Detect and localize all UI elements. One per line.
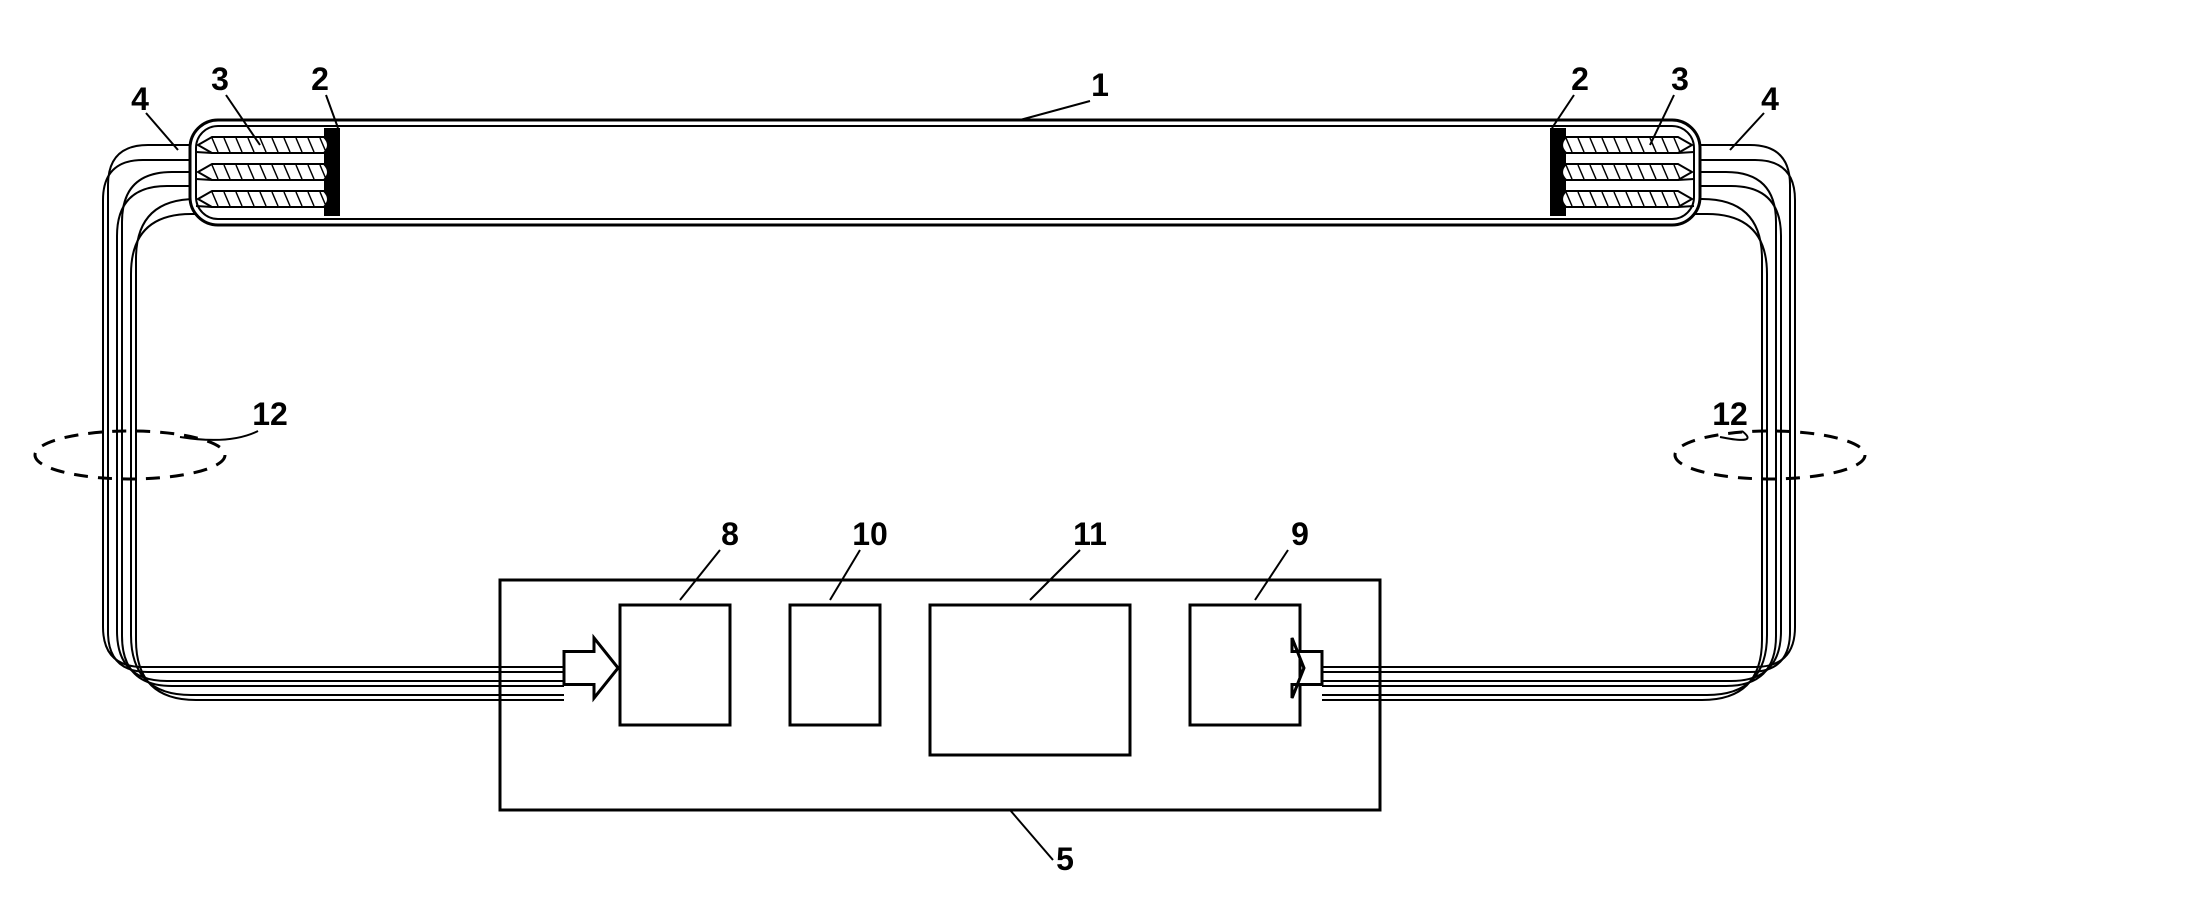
technical-diagram: 122334458101191212 <box>0 0 2207 904</box>
svg-text:5: 5 <box>1056 841 1074 877</box>
svg-text:10: 10 <box>852 516 888 552</box>
svg-text:12: 12 <box>252 396 288 432</box>
svg-text:3: 3 <box>1671 61 1689 97</box>
svg-text:4: 4 <box>1761 81 1779 117</box>
svg-text:12: 12 <box>1712 396 1748 432</box>
svg-text:8: 8 <box>721 516 739 552</box>
svg-text:3: 3 <box>211 61 229 97</box>
svg-text:1: 1 <box>1091 67 1109 103</box>
svg-text:9: 9 <box>1291 516 1309 552</box>
svg-text:4: 4 <box>131 81 149 117</box>
svg-text:2: 2 <box>1571 61 1589 97</box>
svg-text:2: 2 <box>311 61 329 97</box>
svg-text:11: 11 <box>1073 516 1107 552</box>
